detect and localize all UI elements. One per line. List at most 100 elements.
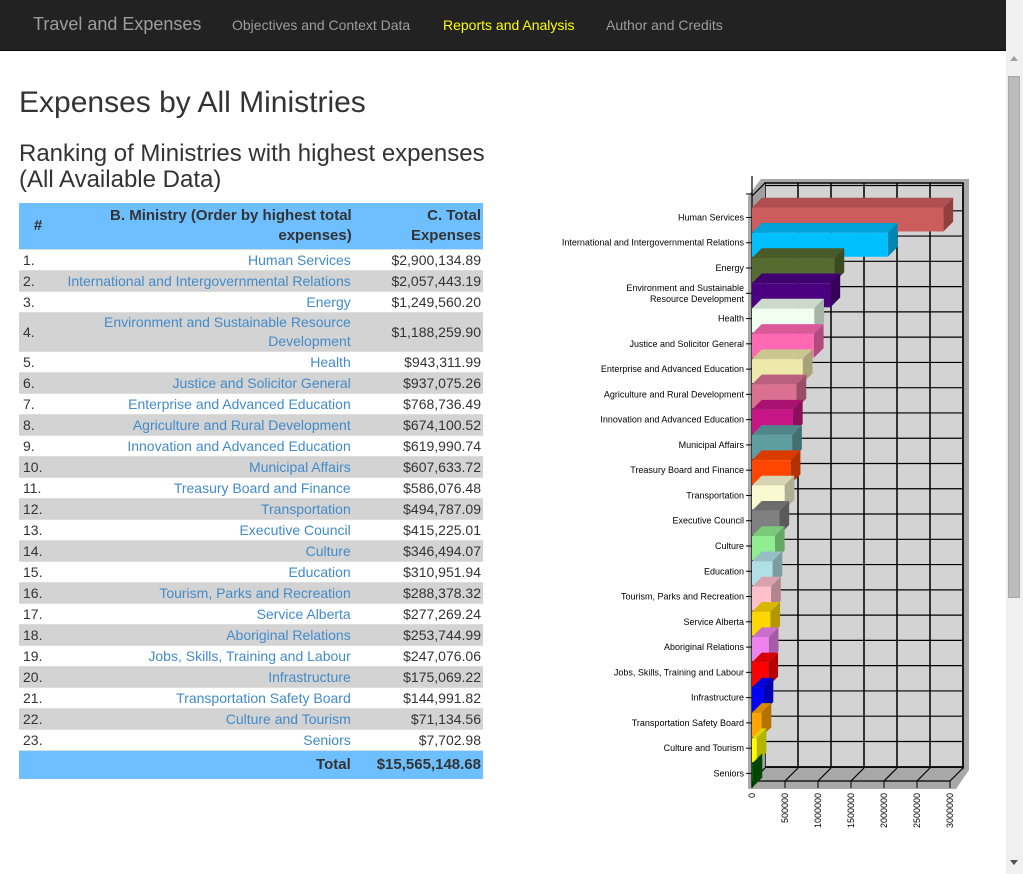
table-row: 12. Transportation $494,787.09 [19, 498, 483, 520]
table-row: 7. Enterprise and Advanced Education $768,… [19, 393, 483, 415]
bar-side [887, 222, 898, 257]
rank-cell: 22. [19, 708, 57, 730]
bar-side [830, 273, 841, 308]
y-tick-label: Education [704, 566, 744, 576]
rank-cell: 6. [19, 372, 57, 394]
total-label: Total [57, 750, 354, 779]
bar-top [752, 753, 763, 764]
x-tick-label: 0 [747, 793, 757, 798]
table-row: 10. Municipal Affairs $607,633.72 [19, 456, 483, 478]
total-expenses-cell: $175,069.22 [353, 666, 483, 688]
ministry-link[interactable]: Justice and Solicitor General [57, 372, 354, 394]
y-tick-label: Service Alberta [683, 617, 744, 627]
floor-grid-line [949, 767, 964, 782]
scroll-up-arrow-icon[interactable] [1010, 56, 1018, 61]
bar-top [752, 273, 841, 284]
ministry-link[interactable]: Education [57, 561, 354, 583]
total-expenses-cell: $415,225.01 [353, 519, 483, 541]
total-expenses-cell: $7,702.98 [353, 729, 483, 751]
bar-top [752, 324, 824, 334]
y-tick-label: Executive Council [672, 516, 744, 526]
y-tick-label: Culture [715, 541, 744, 551]
nav-author[interactable]: Author and Credits [606, 17, 723, 33]
ministry-link[interactable]: Jobs, Skills, Training and Labour [57, 645, 354, 667]
ministry-link[interactable]: Transportation Safety Board [57, 687, 354, 709]
ministry-link[interactable]: Seniors [57, 729, 354, 751]
rank-cell: 21. [19, 687, 57, 709]
y-tick-label: Justice and Solicitor General [629, 339, 744, 349]
rank-cell: 16. [19, 582, 57, 604]
header-rank: # [19, 203, 57, 250]
ministry-link[interactable]: Culture [57, 540, 354, 562]
bar-top [752, 298, 825, 309]
ministry-link[interactable]: Tourism, Parks and Recreation [57, 582, 354, 604]
ministry-link[interactable]: Treasury Board and Finance [57, 477, 354, 499]
page-title: Expenses by All Ministries [19, 86, 366, 119]
y-tick-label: Transportation Safety Board [632, 718, 744, 728]
table-row: 2. International and Intergovernmental Re… [19, 270, 483, 292]
ministry-link[interactable]: Environment and Sustainable Resource Dev… [57, 312, 354, 352]
table-row: 4. Environment and Sustainable Resource D… [19, 312, 483, 352]
total-value: $15,565,148.68 [353, 750, 483, 779]
table-row: 20. Infrastructure $175,069.22 [19, 666, 483, 688]
bar [752, 712, 762, 737]
bar-top [752, 248, 845, 259]
y-tick-label: International and Intergovernmental Rela… [562, 238, 745, 248]
x-tick-label: 2000000 [879, 793, 889, 828]
bar-top [752, 425, 802, 435]
table-row: 8. Agriculture and Rural Development $674,… [19, 414, 483, 436]
total-expenses-cell: $494,787.09 [353, 498, 483, 520]
rank-cell: 13. [19, 519, 57, 541]
scroll-down-arrow-icon[interactable] [1010, 860, 1018, 865]
rank-cell: 5. [19, 351, 57, 373]
rank-cell: 23. [19, 729, 57, 751]
table-header-row: # B. Ministry (Order by highest total ex… [19, 203, 483, 250]
ministry-link[interactable]: Human Services [57, 249, 354, 271]
rank-cell: 14. [19, 540, 57, 562]
chart-svg: Human Services International and Intergov… [562, 176, 969, 828]
table-row: 18. Aboriginal Relations $253,744.99 [19, 624, 483, 646]
ministry-link[interactable]: Agriculture and Rural Development [57, 414, 354, 436]
ministry-link[interactable]: Municipal Affairs [57, 456, 354, 478]
table-row: 22. Culture and Tourism $71,134.56 [19, 708, 483, 730]
nav-objectives[interactable]: Objectives and Context Data [232, 17, 411, 33]
ministry-link[interactable]: Enterprise and Advanced Education [57, 393, 354, 415]
bar-top [752, 222, 898, 233]
total-expenses-cell: $1,249,560.20 [353, 291, 483, 313]
ministry-link[interactable]: Service Alberta [57, 603, 354, 625]
rank-cell: 15. [19, 561, 57, 583]
rank-cell: 3. [19, 291, 57, 313]
bar [752, 763, 753, 788]
x-tick-label: 1500000 [846, 793, 856, 828]
bar-top [752, 728, 767, 739]
ministry-link[interactable]: Health [57, 351, 354, 373]
bar-top [752, 551, 783, 562]
table-row: 21. Transportation Safety Board $144,991.8… [19, 687, 483, 709]
total-expenses-cell: $619,990.74 [353, 435, 483, 457]
nav-reports[interactable]: Reports and Analysis [443, 17, 575, 33]
ministry-link[interactable]: Infrastructure [57, 666, 354, 688]
ministry-link[interactable]: Energy [57, 291, 354, 313]
y-tick-label: Municipal Affairs [679, 440, 745, 450]
bar-top [752, 349, 813, 360]
ministry-link[interactable]: International and Intergovernmental Rela… [57, 270, 354, 292]
bar-top [752, 475, 795, 486]
table-row: 5. Health $943,311.99 [19, 351, 483, 373]
table-total-row: Total $15,565,148.68 [19, 750, 483, 779]
vertical-scrollbar[interactable] [1006, 0, 1023, 874]
ministry-link[interactable]: Executive Council [57, 519, 354, 541]
bar-top [752, 677, 774, 688]
bar-top [752, 399, 803, 410]
ministry-link[interactable]: Culture and Tourism [57, 708, 354, 730]
ministry-link[interactable]: Aboriginal Relations [57, 624, 354, 646]
scroll-thumb[interactable] [1008, 76, 1020, 598]
brand-link[interactable]: Travel and Expenses [33, 14, 202, 34]
total-expenses-cell: $768,736.49 [353, 393, 483, 415]
bar [752, 738, 757, 763]
total-expenses-cell: $71,134.56 [353, 708, 483, 730]
header-total-expenses: C. Total Expenses [353, 203, 483, 250]
total-expenses-cell: $1,188,259.90 [353, 312, 483, 352]
ministry-link[interactable]: Transportation [57, 498, 354, 520]
table-row: 17. Service Alberta $277,269.24 [19, 603, 483, 625]
ministry-link[interactable]: Innovation and Advanced Education [57, 435, 354, 457]
